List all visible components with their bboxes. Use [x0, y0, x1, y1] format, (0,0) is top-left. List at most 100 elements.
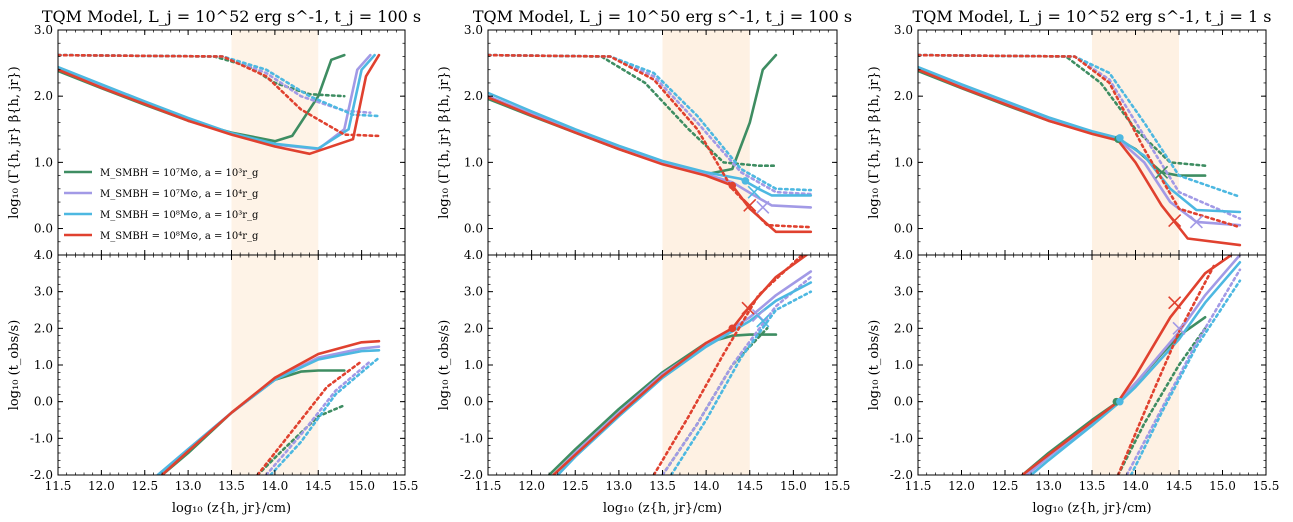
top-marker-cross-3	[1168, 214, 1182, 228]
top-marker-dot-0	[728, 181, 737, 190]
bottom-y-tick-label: -2.0	[890, 468, 913, 482]
top-y-tick-label: 2.0	[34, 89, 53, 103]
t-obs-series-0-line	[547, 333, 778, 475]
x-tick-label: 13.5	[649, 479, 676, 493]
top-y-axis-label: log₁₀ (Γ{h, jr} β{h, jr})	[867, 66, 882, 219]
t-obs-series-3-dotted	[1116, 264, 1216, 475]
x-tick-label: 14.5	[736, 479, 763, 493]
bottom-y-tick-label: -2.0	[460, 468, 483, 482]
legend-label-1: M_SMBH = 10⁷M⊙, a = 10⁴r_g	[100, 189, 259, 200]
t-obs-series-2-line	[1029, 261, 1242, 475]
t-obs-series-3-dotted	[652, 255, 804, 475]
bottom-y-tick-label: 4.0	[34, 248, 53, 262]
x-tick-label: 11.5	[475, 479, 502, 493]
x-tick-label: 13.5	[1079, 479, 1106, 493]
x-tick-label: 15.5	[824, 479, 851, 493]
bottom-marker-dot-1	[1116, 397, 1124, 406]
x-tick-label: 15.0	[780, 479, 807, 493]
bottom-y-tick-label: 0.0	[464, 395, 483, 409]
gamma-beta-series-3-dotted	[488, 53, 813, 229]
bottom-y-tick-label: 0.0	[894, 395, 913, 409]
bottom-y-tick-label: 3.0	[34, 285, 53, 299]
top-marker-dot-1	[741, 177, 750, 185]
t-obs-series-3-line	[552, 255, 808, 475]
x-tick-label: 15.5	[1253, 479, 1280, 493]
top-y-tick-label: 0.0	[34, 222, 53, 236]
x-tick-label: 14.0	[693, 479, 720, 493]
top-y-tick-label: 2.0	[464, 89, 483, 103]
x-tick-label: 12.0	[518, 479, 545, 493]
bottom-y-tick-label: -1.0	[890, 431, 913, 445]
top-y-tick-label: 2.0	[894, 89, 913, 103]
bottom-y-tick-label: 2.0	[464, 321, 483, 335]
t-obs-series-2-line	[156, 349, 381, 475]
x-tick-label: 13.0	[606, 479, 633, 493]
gamma-beta-series-1-dotted	[918, 53, 1242, 220]
bottom-y-tick-label: 4.0	[894, 248, 913, 262]
x-tick-label: 12.5	[562, 479, 589, 493]
t-obs-series-2-dotted	[1129, 279, 1242, 475]
x-tick-label: 11.5	[905, 479, 932, 493]
bottom-marker-dot-0	[728, 324, 737, 333]
x-tick-label: 12.5	[131, 479, 158, 493]
x-tick-label: 15.0	[1209, 479, 1236, 493]
gamma-beta-series-3-dotted	[918, 53, 1242, 229]
x-axis-label: log₁₀ (z{h, jr}/cm)	[172, 501, 291, 516]
x-tick-label: 14.0	[262, 479, 289, 493]
t-obs-series-2-dotted	[269, 356, 381, 475]
gamma-beta-series-2-line	[488, 91, 813, 197]
bottom-y-tick-label: 3.0	[894, 285, 913, 299]
x-tick-label: 14.0	[1122, 479, 1149, 493]
shaded-region-top	[1092, 30, 1179, 255]
bottom-y-tick-label: 3.0	[464, 285, 483, 299]
x-tick-label: 12.0	[948, 479, 975, 493]
top-y-axis-label: log₁₀ (Γ{h, jr} β{h, jr})	[437, 66, 452, 219]
x-tick-label: 12.0	[88, 479, 115, 493]
t-obs-series-0-dotted	[1116, 327, 1207, 475]
top-marker-cross-2	[1155, 165, 1169, 179]
bottom-y-axis-label: log₁₀ (t_obs/s)	[7, 320, 22, 411]
bottom-y-tick-label: 1.0	[464, 358, 483, 372]
x-tick-label: 15.5	[392, 479, 419, 493]
top-y-tick-label: 3.0	[34, 23, 53, 37]
top-y-tick-label: 1.0	[464, 155, 483, 169]
bottom-y-axis-label: log₁₀ (t_obs/s)	[437, 320, 452, 411]
legend: M_SMBH = 10⁷M⊙, a = 10³r_g M_SMBH = 10⁷M⊙…	[64, 168, 259, 242]
top-marker-cross-4	[756, 200, 770, 214]
t-obs-series-2-dotted	[669, 290, 813, 475]
bottom-marker-cross-3	[1172, 321, 1186, 335]
t-obs-series-3-line	[1021, 255, 1233, 475]
legend-label-0: M_SMBH = 10⁷M⊙, a = 10³r_g	[100, 168, 259, 179]
x-axis-label: log₁₀ (z{h, jr}/cm)	[603, 501, 722, 516]
bottom-y-tick-label: 4.0	[464, 248, 483, 262]
x-tick-label: 12.5	[992, 479, 1019, 493]
panel-middle: 11.5 12.0 12.5 13.0 13.5 14.0 14.5 15.0 15.5 0.0 1…	[437, 7, 852, 516]
bottom-y-tick-label: 1.0	[34, 358, 53, 372]
top-marker-cross-4	[1189, 215, 1203, 229]
panel-title: TQM Model, L_j = 10^50 erg s^-1, t_j = 1…	[473, 7, 852, 26]
x-tick-label: 13.0	[175, 479, 202, 493]
bottom-y-tick-label: 2.0	[894, 321, 913, 335]
gamma-beta-series-2-line	[918, 65, 1242, 214]
gamma-beta-series-1-line	[488, 94, 813, 209]
t-obs-series-1-dotted	[661, 275, 813, 475]
legend-label-2: M_SMBH = 10⁸M⊙, a = 10³r_g	[100, 210, 259, 221]
bottom-y-tick-label: 2.0	[34, 321, 53, 335]
t-obs-series-1-dotted	[264, 360, 372, 475]
panel-right: 11.5 12.0 12.5 13.0 13.5 14.0 14.5 15.0 15.5 0.0 1…	[867, 7, 1279, 516]
top-y-tick-label: 3.0	[464, 23, 483, 37]
t-obs-series-1-dotted	[1125, 268, 1242, 475]
top-y-tick-label: 0.0	[894, 222, 913, 236]
bottom-y-tick-label: -1.0	[460, 431, 483, 445]
top-y-tick-label: 3.0	[894, 23, 913, 37]
top-y-axis-label: log₁₀ (Γ{h, jr} β{h, jr})	[7, 66, 22, 219]
t-obs-series-3-dotted	[256, 360, 363, 475]
x-tick-label: 14.5	[305, 479, 332, 493]
bottom-marker-cross-2	[1168, 296, 1182, 310]
top-marker-cross-3	[747, 185, 761, 199]
panel-title: TQM Model, L_j = 10^52 erg s^-1, t_j = 1…	[913, 7, 1272, 26]
legend-label-3: M_SMBH = 10⁸M⊙, a = 10⁴r_g	[100, 231, 259, 242]
top-y-tick-label: 0.0	[464, 222, 483, 236]
gamma-beta-series-2-line	[58, 53, 376, 150]
gamma-beta-series-1-line	[918, 67, 1242, 227]
